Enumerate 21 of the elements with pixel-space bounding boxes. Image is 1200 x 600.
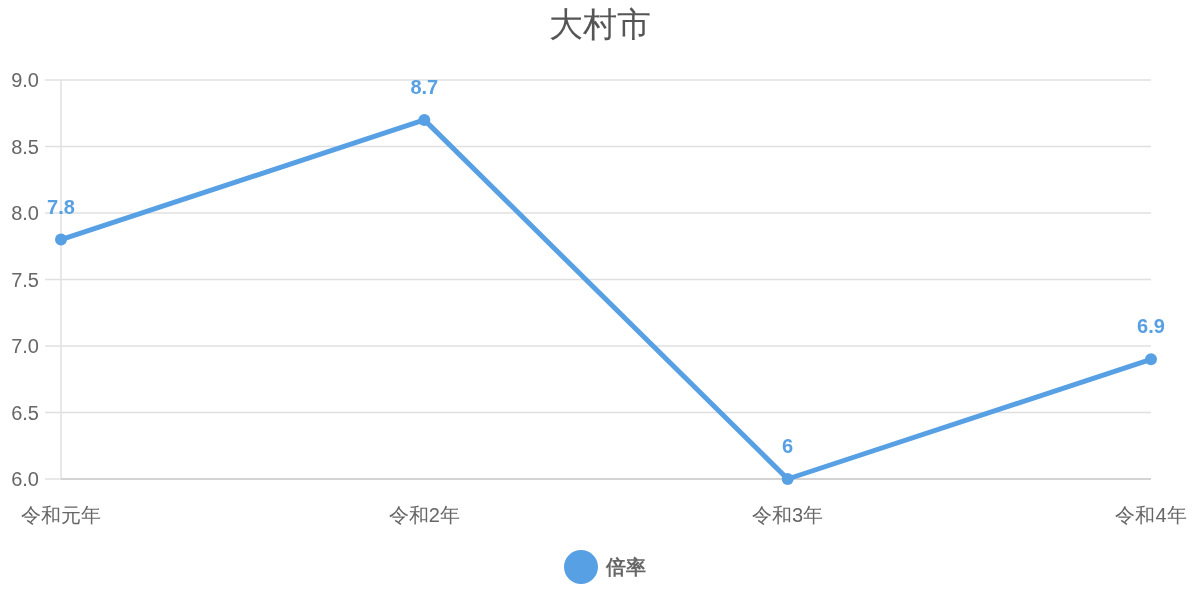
legend-label: 倍率 — [605, 556, 646, 578]
point — [1145, 353, 1157, 366]
y-tick-label: 6.0 — [11, 468, 39, 490]
y-tick-label: 7.0 — [11, 335, 39, 357]
x-tick-label: 令和4年 — [1115, 504, 1187, 526]
y-tick-label: 7.5 — [11, 268, 39, 291]
y-tick-label: 6.5 — [11, 401, 39, 424]
y-tick-label: 8.5 — [11, 135, 39, 158]
data-label: 8.7 — [410, 75, 439, 98]
point — [418, 113, 431, 126]
x-tick-label: 令和元年 — [21, 504, 101, 526]
x-tick-label: 令和2年 — [388, 504, 460, 526]
chart-title: 大村市 — [549, 5, 651, 43]
point — [781, 473, 794, 485]
y-tick-label: 9.0 — [11, 69, 39, 91]
y-tick-label: 8.0 — [11, 202, 39, 224]
point — [55, 233, 67, 246]
data-label: 7.8 — [47, 195, 75, 218]
data-label: 6.9 — [1137, 315, 1165, 338]
x-tick-label: 令和3年 — [752, 504, 824, 526]
data-label: 6 — [782, 435, 794, 457]
